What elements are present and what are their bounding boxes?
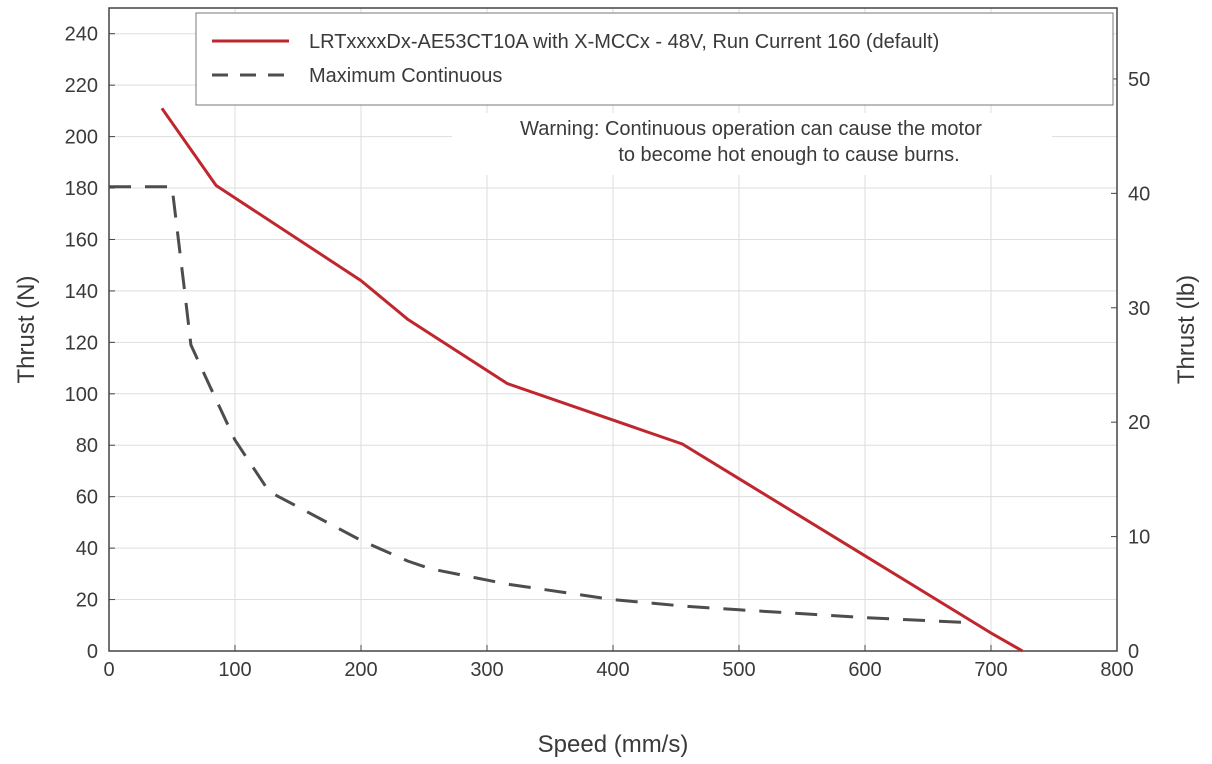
x-tick-label: 600 bbox=[848, 659, 881, 681]
y-tick-label: 240 bbox=[65, 24, 98, 46]
y2-tick-label: 30 bbox=[1128, 298, 1150, 320]
y2-tick-label: 50 bbox=[1128, 69, 1150, 91]
y-tick-label: 80 bbox=[76, 435, 98, 457]
y-tick-label: 20 bbox=[76, 590, 98, 612]
legend-box bbox=[195, 12, 1114, 106]
y2-tick-label: 10 bbox=[1128, 527, 1150, 549]
x-tick-label: 400 bbox=[596, 659, 629, 681]
y-tick-label: 140 bbox=[65, 281, 98, 303]
y-tick-label: 0 bbox=[87, 641, 98, 663]
x-tick-label: 0 bbox=[103, 659, 114, 681]
legend-entry-series-2: Maximum Continuous bbox=[309, 65, 502, 87]
y-tick-label: 200 bbox=[65, 127, 98, 149]
legend: LRTxxxxDx-AE53CT10A with X-MCCx - 48V, R… bbox=[195, 12, 1114, 106]
y-tick-label: 180 bbox=[65, 178, 98, 200]
annotation-background bbox=[452, 113, 1052, 175]
y-tick-label: 220 bbox=[65, 75, 98, 97]
x-tick-label: 300 bbox=[470, 659, 503, 681]
y2-tick-label: 0 bbox=[1128, 641, 1139, 663]
x-tick-label: 500 bbox=[722, 659, 755, 681]
ticks: 0 100 200 300 400 500 600 700 800020406080100120… bbox=[65, 24, 1151, 681]
y2-tick-label: 20 bbox=[1128, 412, 1150, 434]
x-tick-label: 100 bbox=[218, 659, 251, 681]
warning-annotation: Warning: Continuous operation can cause … bbox=[452, 113, 1052, 175]
y-tick-label: 60 bbox=[76, 487, 98, 509]
x-tick-label: 200 bbox=[344, 659, 377, 681]
y-tick-label: 40 bbox=[76, 538, 98, 560]
series-layer bbox=[109, 107, 1024, 653]
y2-axis-label: Thrust (lb) bbox=[1173, 275, 1200, 384]
annotation-line: to become hot enough to cause burns. bbox=[618, 144, 959, 166]
x-tick-label: 700 bbox=[974, 659, 1007, 681]
annotation-text: Warning: Continuous operation can cause … bbox=[520, 118, 982, 166]
series-line-2 bbox=[109, 185, 970, 625]
y-tick-label: 160 bbox=[65, 229, 98, 251]
series-line-1 bbox=[160, 107, 1024, 653]
annotation-line: Warning: Continuous operation can cause … bbox=[520, 118, 982, 140]
y-tick-label: 120 bbox=[65, 332, 98, 354]
x-axis-label: Speed (mm/s) bbox=[538, 731, 689, 758]
x-tick-label: 800 bbox=[1100, 659, 1133, 681]
y-axis-label: Thrust (N) bbox=[13, 276, 40, 384]
legend-entry-series-1: LRTxxxxDx-AE53CT10A with X-MCCx - 48V, R… bbox=[309, 31, 939, 53]
y2-tick-label: 40 bbox=[1128, 183, 1150, 205]
y-tick-label: 100 bbox=[65, 384, 98, 406]
